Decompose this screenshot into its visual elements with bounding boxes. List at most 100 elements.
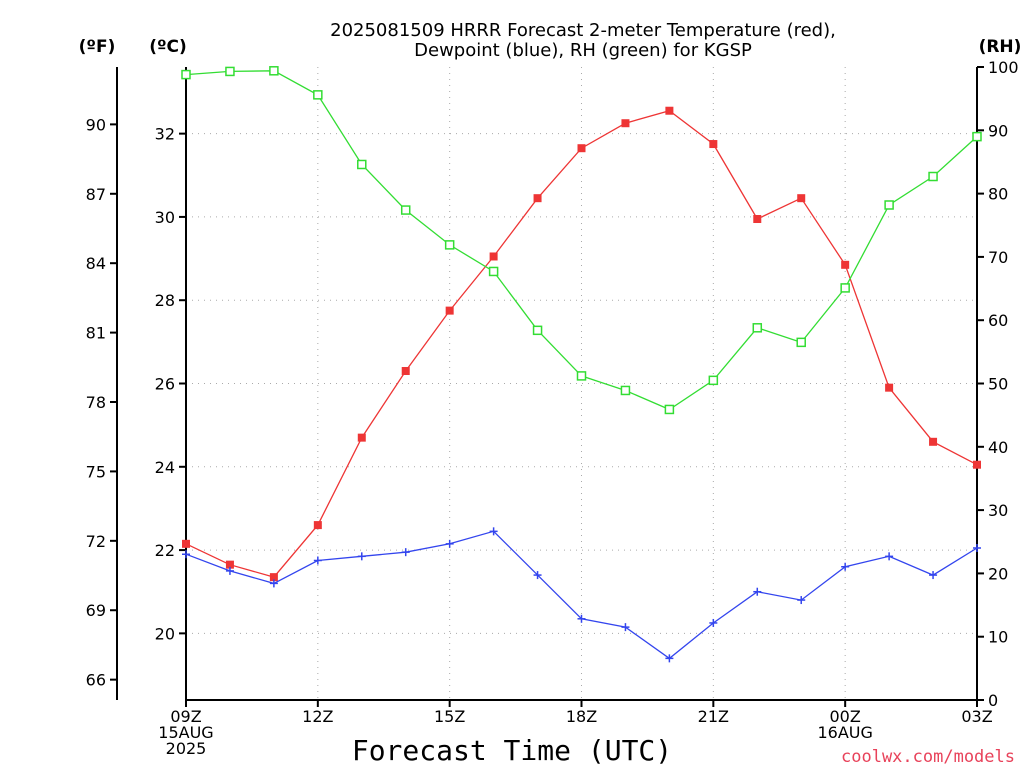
- temperature-point: [709, 140, 718, 149]
- rh-point: [532, 325, 543, 336]
- dewpoint-point: [929, 571, 938, 580]
- celsius-tick-label: 20: [155, 624, 175, 643]
- dewpoint-point: [357, 552, 366, 561]
- rh-point: [444, 240, 455, 250]
- chart-title-line1: 2025081509 HRRR Forecast 2-meter Tempera…: [330, 20, 836, 41]
- temperature-point: [665, 106, 674, 115]
- temperature-point: [225, 560, 234, 569]
- data-series: [181, 66, 982, 663]
- fahrenheit-tick-label: 66: [86, 671, 106, 690]
- rh-point: [181, 69, 191, 80]
- temperature-point: [621, 119, 630, 128]
- x-tick-label: 21Z: [698, 707, 729, 726]
- temperature-point: [357, 433, 366, 442]
- credit-text: coolwx.com/models: [841, 747, 1015, 767]
- dewpoint-point: [621, 623, 630, 632]
- rh-point: [313, 90, 323, 100]
- rh-point: [400, 205, 411, 215]
- dewpoint-point: [533, 571, 542, 580]
- temperature-point: [753, 215, 762, 224]
- rh-point: [664, 404, 675, 415]
- rh-tick-label: 0: [988, 691, 998, 710]
- temperature-point: [269, 573, 278, 582]
- rh-tick-label: 40: [988, 438, 1008, 457]
- dewpoint-point: [753, 587, 762, 596]
- temperature-point: [841, 260, 850, 269]
- x-tick-label: 12Z: [302, 707, 333, 726]
- rh-point: [708, 375, 719, 386]
- rh-point: [488, 266, 499, 277]
- celsius-axis-label: (ºC): [149, 37, 187, 57]
- fahrenheit-tick-label: 78: [86, 393, 106, 412]
- rh-point: [884, 200, 894, 210]
- fahrenheit-tick-label: 81: [86, 324, 106, 343]
- dewpoint-point: [182, 550, 190, 559]
- fahrenheit-tick-label: 75: [86, 462, 106, 481]
- axes: 66 69 72 75 78 81 84 87 90 20 22 24 26 28 30 32 0 10 20 30 4…: [86, 58, 1019, 758]
- temperature-point: [401, 367, 410, 376]
- rh-tick-label: 80: [988, 185, 1008, 204]
- rh-point: [357, 159, 367, 170]
- rh-point: [620, 385, 631, 396]
- rh-tick-label: 50: [988, 375, 1008, 394]
- dewpoint-point: [797, 596, 806, 605]
- rh-point: [225, 66, 235, 77]
- rh-point: [752, 323, 763, 333]
- rh-point: [796, 337, 806, 348]
- temperature-point: [973, 460, 981, 469]
- x-axis-title: Forecast Time (UTC): [352, 734, 672, 767]
- fahrenheit-tick-label: 72: [86, 532, 106, 551]
- x-tick-label: 16AUG: [817, 723, 872, 742]
- celsius-tick-label: 32: [155, 125, 175, 144]
- fahrenheit-axis-label: (ºF): [79, 37, 116, 57]
- dewpoint-point: [885, 552, 894, 561]
- temperature-point: [533, 194, 542, 203]
- rh-point: [840, 283, 850, 293]
- temperature-point: [489, 252, 498, 261]
- temperature-point: [885, 383, 894, 392]
- temperature-point: [797, 194, 806, 203]
- dewpoint-point: [313, 556, 322, 565]
- rh-tick-label: 60: [988, 311, 1008, 330]
- rh-tick-label: 100: [988, 58, 1019, 77]
- dewpoint-point: [489, 527, 498, 536]
- dewpoint-point: [401, 548, 410, 557]
- rh-tick-label: 10: [988, 628, 1008, 647]
- grid-lines: [186, 67, 977, 700]
- x-tick-label: 2025: [166, 739, 207, 758]
- fahrenheit-tick-label: 90: [86, 115, 106, 134]
- temperature-point: [445, 306, 454, 315]
- dewpoint-point: [269, 579, 278, 588]
- dewpoint-point: [225, 566, 234, 575]
- celsius-tick-label: 22: [155, 541, 175, 560]
- dewpoint-point: [445, 539, 454, 548]
- x-tick-label: 03Z: [961, 707, 992, 726]
- rh-tick-label: 70: [988, 248, 1008, 267]
- rh-point: [269, 66, 279, 76]
- celsius-tick-label: 28: [155, 291, 175, 310]
- rh-point: [972, 131, 982, 142]
- dewpoint-point: [709, 618, 718, 627]
- temperature-point: [313, 521, 322, 530]
- rh-tick-label: 90: [988, 121, 1008, 140]
- fahrenheit-tick-label: 69: [86, 601, 106, 620]
- dewpoint-point: [973, 543, 981, 552]
- x-tick-label: 09Z: [170, 707, 201, 726]
- celsius-tick-label: 26: [155, 375, 175, 394]
- x-tick-label: 00Z: [830, 707, 861, 726]
- x-tick-label: 18Z: [566, 707, 597, 726]
- celsius-tick-label: 30: [155, 208, 175, 227]
- rh-point: [928, 171, 938, 182]
- rh-point: [576, 371, 587, 381]
- fahrenheit-tick-label: 84: [86, 254, 106, 273]
- celsius-tick-label: 24: [155, 458, 175, 477]
- temperature-point: [929, 437, 938, 446]
- chart-title-line2: Dewpoint (blue), RH (green) for KGSP: [414, 40, 752, 61]
- dewpoint-point: [577, 614, 586, 623]
- temperature-point: [577, 144, 586, 153]
- x-tick-label: 15AUG: [158, 723, 213, 742]
- temperature-point: [182, 539, 190, 548]
- dewpoint-point: [841, 562, 850, 571]
- x-tick-label: 15Z: [434, 707, 465, 726]
